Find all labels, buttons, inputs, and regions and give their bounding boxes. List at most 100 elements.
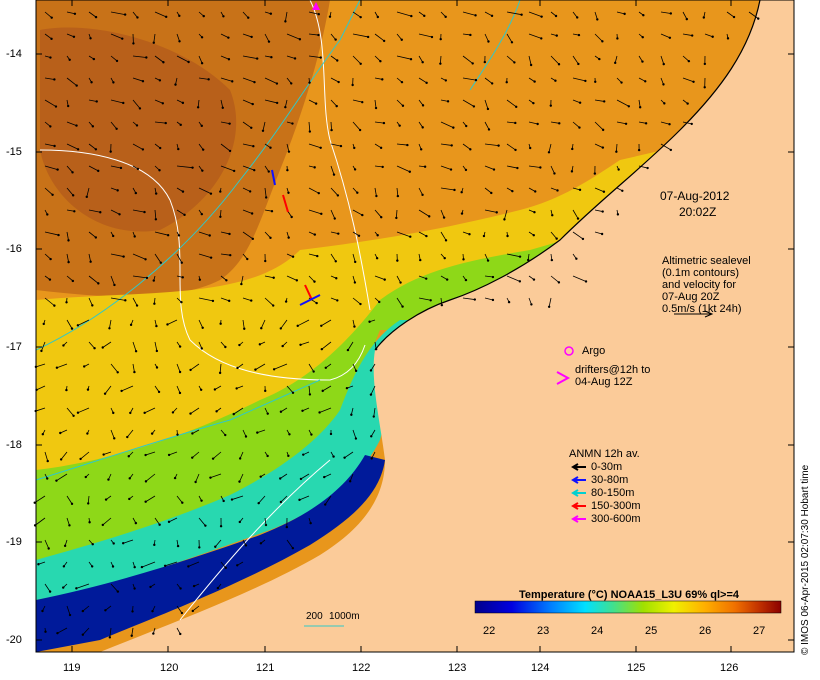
velocity-arrowhead (158, 79, 162, 82)
altimetry-line: 0.5m/s (1kt 24h) (662, 303, 742, 315)
velocity-arrow (396, 275, 401, 283)
velocity-arrowhead (158, 146, 162, 150)
velocity-arrow (528, 33, 542, 39)
velocity-arrowhead (178, 391, 182, 395)
velocity-arrowhead (464, 278, 468, 282)
velocity-arrowhead (255, 57, 259, 60)
velocity-arrowhead (642, 14, 645, 17)
velocity-arrowhead (199, 388, 203, 391)
velocity-arrow (572, 209, 579, 219)
altimetry-line: and velocity for (662, 279, 736, 291)
velocity-arrow (141, 561, 156, 568)
velocity-arrow (242, 165, 255, 171)
velocity-arrowhead (368, 320, 371, 323)
velocity-arrowhead (176, 433, 179, 436)
velocity-arrow (308, 209, 322, 215)
velocity-arrowhead (121, 542, 125, 545)
velocity-arrowhead (71, 279, 75, 283)
velocity-arrowhead (593, 172, 597, 175)
velocity-arrow (154, 231, 169, 236)
velocity-arrowhead (270, 209, 274, 213)
velocity-arrowhead (250, 126, 253, 129)
velocity-arrowhead (584, 280, 588, 283)
velocity-arrow (462, 297, 475, 300)
velocity-arrow (682, 55, 690, 62)
velocity-arrowhead (518, 255, 522, 258)
velocity-arrow (550, 55, 560, 65)
velocity-arrowhead (644, 80, 647, 83)
drifter-tracks (271, 169, 321, 306)
velocity-arrowhead (66, 104, 70, 108)
velocity-arrowhead (690, 122, 693, 126)
velocity-arrowhead (383, 278, 386, 281)
velocity-arrowhead (70, 327, 74, 330)
coastline (374, 0, 761, 351)
velocity-arrowhead (460, 191, 463, 194)
velocity-arrow (374, 55, 381, 62)
velocity-arrowhead (316, 254, 319, 258)
velocity-arrow (82, 605, 90, 612)
velocity-arrowhead (41, 609, 44, 613)
velocity-arrow (242, 143, 254, 147)
velocity-arrowhead (200, 124, 203, 128)
velocity-arrow (176, 605, 183, 614)
velocity-arrowhead (410, 14, 413, 18)
velocity-arrowhead (469, 148, 472, 151)
velocity-arrowhead (732, 15, 736, 19)
y-tick-label: -19 (6, 536, 22, 548)
velocity-arrowhead (174, 83, 177, 86)
velocity-arrow (396, 143, 408, 146)
velocity-arrowhead (115, 127, 118, 130)
velocity-arrow (44, 231, 59, 236)
velocity-arrowhead (108, 636, 112, 639)
velocity-arrow (347, 341, 354, 351)
velocity-arrowhead (86, 432, 89, 435)
velocity-arrow (66, 253, 69, 263)
velocity-arrowhead (329, 432, 333, 436)
velocity-arrow (682, 11, 688, 20)
velocity-arrowhead (291, 546, 295, 550)
velocity-arrow (396, 187, 399, 197)
velocity-arrowhead (67, 239, 70, 242)
velocity-arrow (44, 33, 52, 40)
velocity-arrowhead (145, 56, 148, 59)
velocity-arrowhead (296, 324, 299, 328)
velocity-arrowhead (483, 60, 487, 64)
velocity-arrow (273, 363, 288, 370)
velocity-arrowhead (128, 497, 131, 501)
velocity-arrowhead (238, 457, 242, 460)
velocity-arrow (308, 253, 318, 257)
velocity-arrowhead (94, 236, 98, 239)
velocity-arrow (484, 165, 495, 170)
velocity-arrowhead (135, 124, 139, 127)
velocity-arrowhead (33, 501, 36, 504)
velocity-arrowhead (134, 521, 138, 525)
velocity-arrowhead (53, 304, 56, 307)
velocity-arrowhead (366, 35, 370, 39)
velocity-arrowhead (201, 148, 205, 151)
velocity-arrowhead (73, 12, 77, 15)
velocity-arrowhead (48, 278, 52, 281)
velocity-arrow (198, 517, 206, 526)
velocity-arrow (484, 33, 489, 42)
velocity-arrowhead (334, 38, 337, 41)
anmn-legend-arrowhead-icon (571, 476, 579, 484)
velocity-arrowhead (153, 543, 156, 547)
velocity-arrow (176, 385, 181, 394)
velocity-arrowhead (319, 146, 322, 149)
velocity-arrow (550, 275, 560, 283)
velocity-arrow (66, 209, 75, 212)
velocity-arrowhead (140, 565, 144, 569)
velocity-arrow (374, 341, 377, 350)
velocity-arrow (154, 121, 166, 124)
velocity-arrowhead (71, 171, 74, 174)
velocity-arrow (330, 55, 338, 61)
velocity-arrowhead (269, 12, 273, 15)
velocity-arrow (176, 253, 183, 263)
velocity-arrow (36, 385, 46, 391)
velocity-arrowhead (129, 411, 132, 415)
velocity-arrowhead (382, 121, 386, 125)
velocity-arrow (192, 605, 200, 612)
velocity-arrowhead (269, 236, 272, 240)
velocity-arrowhead (406, 143, 409, 147)
